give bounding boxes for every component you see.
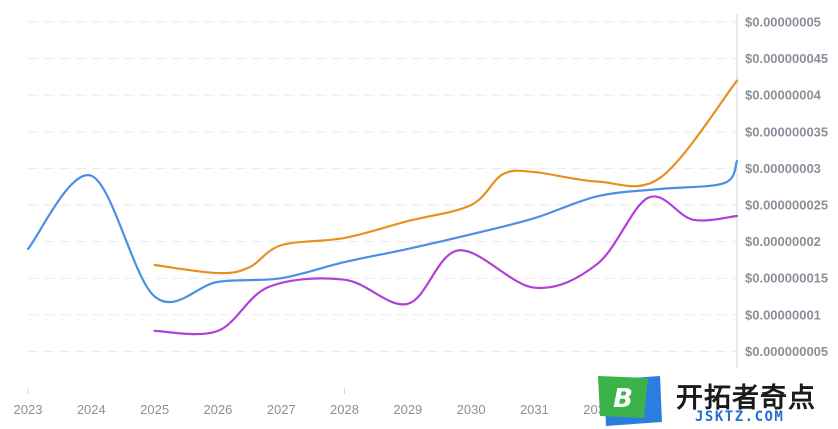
y-tick-label: $0.000000005 <box>745 344 828 359</box>
grid-lines <box>28 21 737 352</box>
y-tick-label: $0.000000035 <box>745 124 828 139</box>
y-axis-ticks: $0.000000005 $0.00000001 $0.000000015 $0.00… <box>745 15 828 359</box>
x-tick-label: 2029 <box>393 402 422 417</box>
x-tick-label: 2028 <box>330 402 359 417</box>
x-tick-label: 2024 <box>77 402 106 417</box>
watermark-subtitle: JSKTZ.COM <box>695 409 785 425</box>
series-line-2 <box>153 79 739 275</box>
x-tick-label: 2027 <box>267 402 296 417</box>
series-line-1 <box>26 159 739 304</box>
watermark-logo-icon: B <box>598 376 662 426</box>
x-tick-label: 2023 <box>14 402 43 417</box>
watermark: B 开拓者奇点 JSKTZ.COM <box>596 374 838 429</box>
y-tick-label: $0.00000005 <box>745 15 821 30</box>
y-tick-label: $0.000000025 <box>745 198 828 213</box>
logo-letter: B <box>613 384 633 414</box>
series-line-3 <box>153 195 739 336</box>
series-lines <box>26 79 739 336</box>
x-tick-label: 2026 <box>203 402 232 417</box>
x-tick-label: 2030 <box>457 402 486 417</box>
y-tick-label: $0.00000001 <box>745 307 821 322</box>
x-tick-label: 2031 <box>520 402 549 417</box>
y-tick-label: $0.00000002 <box>745 234 821 249</box>
x-tick-label: 2025 <box>140 402 169 417</box>
y-tick-label: $0.00000004 <box>745 88 822 103</box>
watermark-title: 开拓者奇点 <box>676 383 816 414</box>
axes <box>27 14 738 394</box>
y-tick-label: $0.000000015 <box>745 271 828 286</box>
y-tick-label: $0.00000003 <box>745 161 821 176</box>
y-tick-label: $0.000000045 <box>745 51 828 66</box>
x-axis-ticks: 2023 2024 2025 2026 2027 2028 2029 2030 2031 2032 <box>14 402 613 417</box>
